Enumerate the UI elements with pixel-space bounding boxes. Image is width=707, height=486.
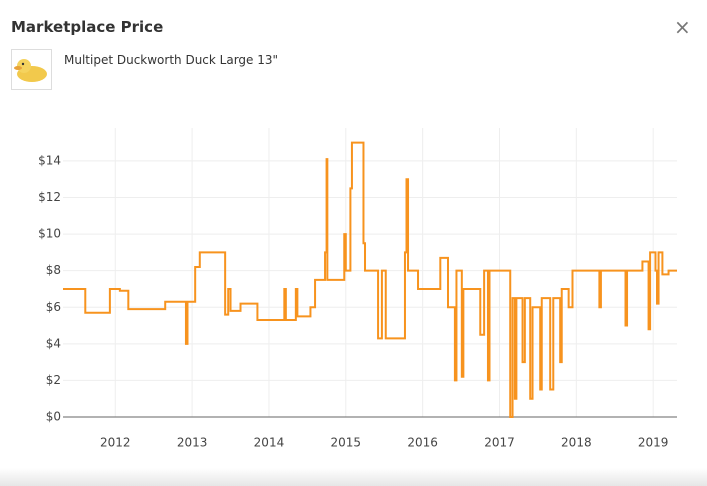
y-tick-label: $8	[46, 263, 61, 277]
x-tick-label: 2015	[331, 436, 362, 450]
y-tick-label: $14	[38, 153, 61, 167]
x-tick-label: 2012	[100, 436, 131, 450]
y-tick-label: $0	[46, 410, 61, 424]
x-tick-label: 2013	[177, 436, 208, 450]
close-button[interactable]: ×	[674, 15, 691, 39]
x-tick-label: 2018	[561, 436, 592, 450]
y-tick-label: $12	[38, 190, 61, 204]
modal-title: Marketplace Price	[11, 18, 164, 36]
product-thumbnail	[11, 49, 52, 90]
x-tick-label: 2014	[254, 436, 285, 450]
price-line	[63, 141, 677, 418]
x-tick-label: 2019	[638, 436, 669, 450]
footer-fade	[0, 468, 707, 486]
y-tick-label: $6	[46, 300, 61, 314]
y-tick-label: $10	[38, 227, 61, 241]
product-name: Multipet Duckworth Duck Large 13"	[64, 53, 279, 67]
price-chart: 2012 2013 2014 2015 2016 2017 2018 2019 $0 $2 $4 $6…	[38, 128, 677, 450]
x-tick-label: 2017	[484, 436, 515, 450]
y-tick-label: $2	[46, 373, 61, 387]
x-tick-label: 2016	[407, 436, 438, 450]
y-tick-label: $4	[46, 336, 61, 350]
